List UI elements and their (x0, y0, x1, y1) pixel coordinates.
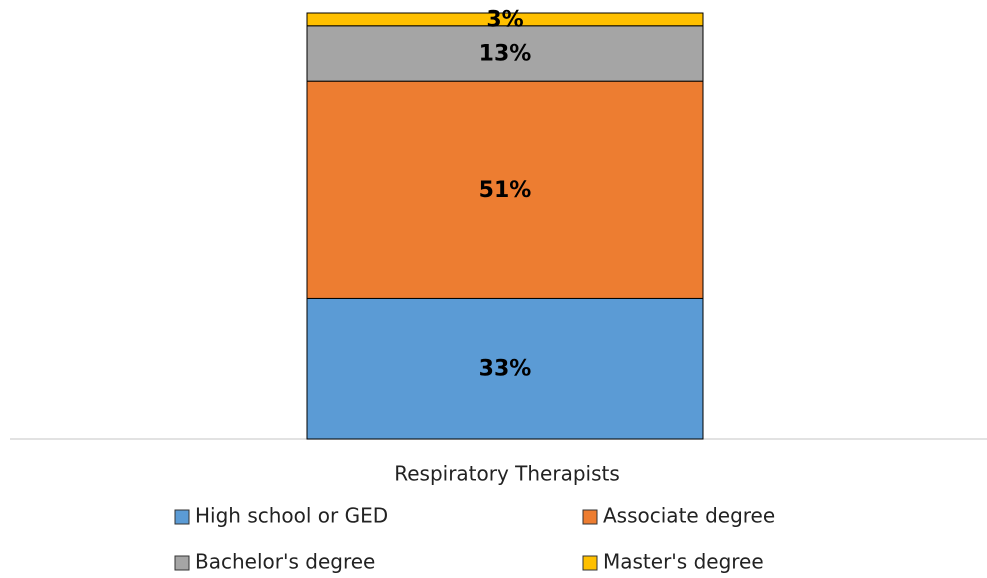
legend-swatch (174, 509, 190, 525)
legend-label: Associate degree (603, 504, 775, 528)
value-label: 51% (479, 178, 532, 203)
legend-label: Bachelor's degree (195, 550, 375, 574)
legend-label: Master's degree (603, 550, 764, 574)
value-label: 33% (479, 357, 532, 382)
legend-swatch (582, 509, 598, 525)
value-label: 3% (486, 7, 523, 32)
bar-segment (306, 12, 704, 27)
legend-label: High school or GED (195, 504, 388, 528)
legend-swatch (582, 555, 598, 571)
bar-segment (306, 80, 704, 299)
category-label: Respiratory Therapists (394, 462, 620, 486)
bar-segment (306, 297, 704, 440)
legend-swatch (174, 555, 190, 571)
value-label: 13% (479, 41, 532, 66)
